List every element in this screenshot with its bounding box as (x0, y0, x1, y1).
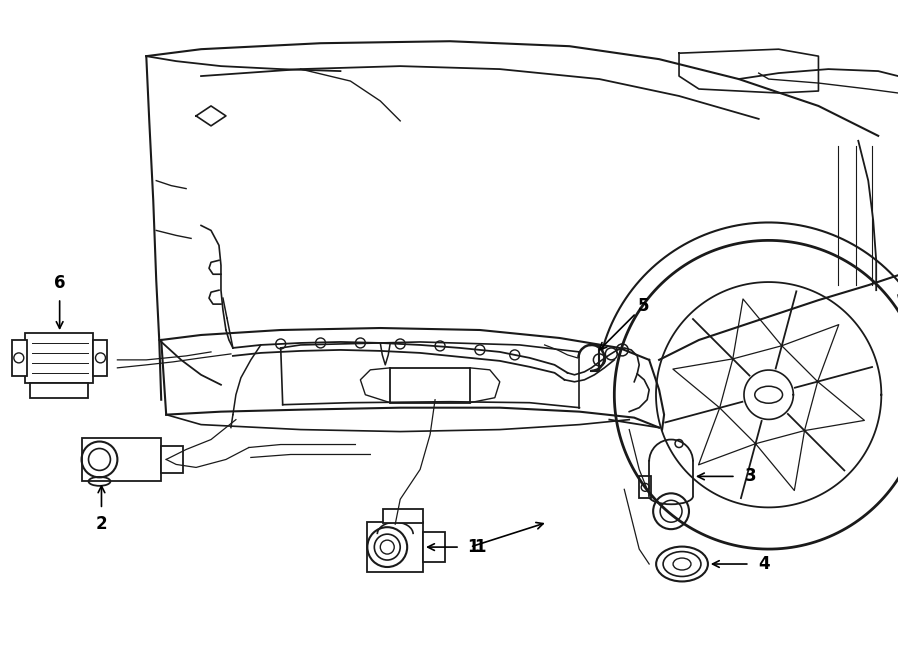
Bar (82, 438, 161, 481)
Text: 6: 6 (54, 274, 66, 292)
Bar (423, 532, 445, 562)
Text: 4: 4 (758, 555, 770, 573)
Bar (639, 477, 652, 498)
Text: 1: 1 (467, 538, 479, 556)
Bar (367, 522, 423, 572)
Bar (161, 446, 183, 473)
Text: 1: 1 (474, 538, 486, 556)
Bar (25, 333, 93, 383)
Bar (12, 340, 27, 376)
Bar (93, 340, 107, 376)
Bar (391, 368, 470, 402)
Text: 5: 5 (637, 297, 649, 315)
Bar (30, 383, 87, 398)
Bar (383, 509, 423, 523)
Text: 3: 3 (745, 467, 757, 485)
Text: 2: 2 (95, 515, 107, 533)
